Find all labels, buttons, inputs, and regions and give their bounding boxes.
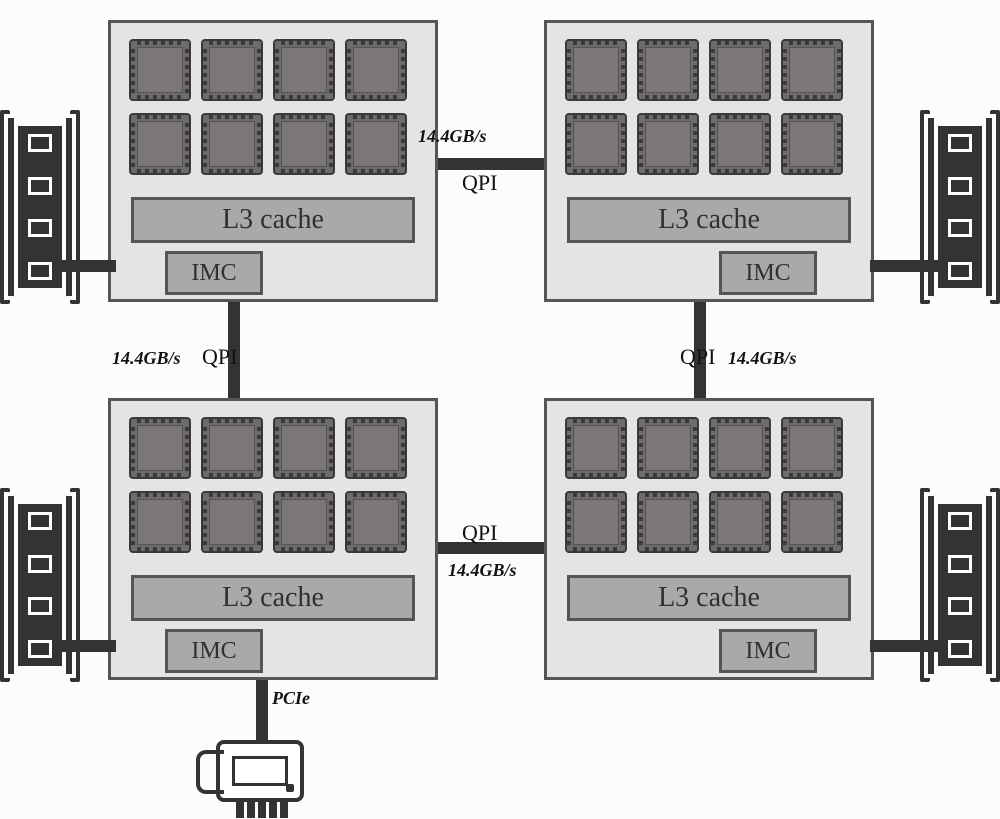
cpu-core-icon	[709, 417, 771, 479]
imc-block: IMC	[719, 251, 817, 295]
dimm-icon	[18, 126, 62, 288]
cpu-core-icon	[781, 491, 843, 553]
dimm-icon	[938, 126, 982, 288]
imc-3-bus	[870, 640, 944, 652]
bus-label: QPI	[202, 344, 237, 370]
cpu-core-icon	[709, 39, 771, 101]
cpu-core-icon	[273, 417, 335, 479]
bus-label: 14.4GB/s	[418, 126, 487, 147]
l3-cache: L3 cache	[567, 197, 851, 243]
cpu-core-icon	[129, 113, 191, 175]
cpu-core-icon	[565, 491, 627, 553]
cpu-core-icon	[345, 417, 407, 479]
pcie-connector-icon	[236, 802, 288, 818]
socket-2: L3 cache IMC	[108, 398, 438, 680]
cpu-core-icon	[709, 113, 771, 175]
cpu-core-icon	[201, 39, 263, 101]
cpu-core-icon	[345, 113, 407, 175]
socket-0: L3 cache IMC	[108, 20, 438, 302]
qpi-top-bus	[438, 158, 544, 170]
cpu-core-icon	[781, 39, 843, 101]
cpu-core-icon	[565, 417, 627, 479]
bus-label: PCIe	[272, 688, 310, 709]
dimm-icon	[18, 504, 62, 666]
cpu-core-icon	[129, 39, 191, 101]
cpu-core-icon	[129, 417, 191, 479]
cpu-core-icon	[129, 491, 191, 553]
cpu-core-icon	[781, 113, 843, 175]
imc-2-bus	[60, 640, 116, 652]
dimm-icon	[938, 504, 982, 666]
l3-cache: L3 cache	[131, 197, 415, 243]
cpu-core-icon	[345, 39, 407, 101]
cpu-core-icon	[273, 39, 335, 101]
cpu-core-icon	[781, 417, 843, 479]
bus-label: QPI	[462, 170, 497, 196]
socket-3: L3 cache IMC	[544, 398, 874, 680]
cpu-core-icon	[637, 491, 699, 553]
imc-1-bus	[870, 260, 944, 272]
cpu-core-icon	[565, 113, 627, 175]
imc-block: IMC	[165, 251, 263, 295]
cpu-core-icon	[637, 113, 699, 175]
imc-block: IMC	[165, 629, 263, 673]
cpu-core-icon	[273, 113, 335, 175]
cpu-core-icon	[273, 491, 335, 553]
bus-label: QPI	[680, 344, 715, 370]
cpu-core-icon	[637, 417, 699, 479]
cpu-core-icon	[345, 491, 407, 553]
cpu-core-icon	[637, 39, 699, 101]
socket-1: L3 cache IMC	[544, 20, 874, 302]
imc-block: IMC	[719, 629, 817, 673]
cpu-core-icon	[201, 491, 263, 553]
cpu-core-icon	[565, 39, 627, 101]
pcie-v-bus	[256, 680, 268, 742]
l3-cache: L3 cache	[567, 575, 851, 621]
cpu-core-icon	[201, 113, 263, 175]
cpu-core-icon	[709, 491, 771, 553]
imc-0-bus	[60, 260, 116, 272]
bus-label: 14.4GB/s	[728, 348, 797, 369]
bus-label: 14.4GB/s	[448, 560, 517, 581]
pcie-device-icon	[216, 740, 304, 802]
bus-label: 14.4GB/s	[112, 348, 181, 369]
l3-cache: L3 cache	[131, 575, 415, 621]
bus-label: QPI	[462, 520, 497, 546]
cpu-core-icon	[201, 417, 263, 479]
